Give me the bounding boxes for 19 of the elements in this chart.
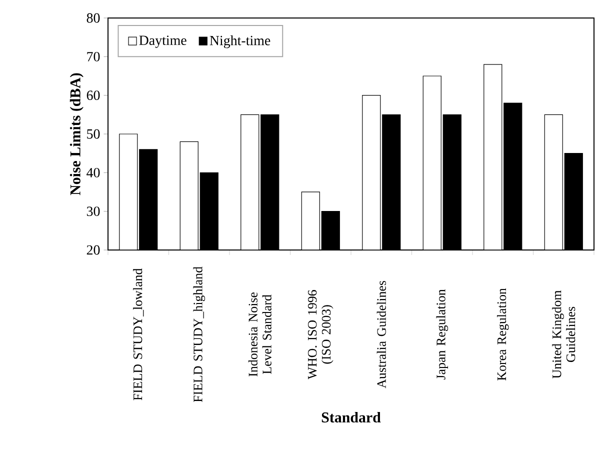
y-tick-label: 30 [86,206,100,216]
x-tick-label: Korea Regulation [496,288,509,380]
y-tick-label: 20 [86,245,100,255]
x-tick-label: FIELD STUDY_lowland [133,268,144,400]
x-tick-label: FIELD STUDY_highland [193,266,206,402]
y-tick-label: 80 [86,13,100,23]
x-tick-label: United Kingdom Guidelines [552,290,576,378]
x-tick-label: Japan Regulation [436,289,448,380]
x-tick-label: WHO. ISO 1996 (ISO 2003) [308,290,334,380]
y-tick-label: 60 [86,90,100,100]
legend-label: Daytime [139,36,186,48]
x-tick-label: Indonesia Noise Level Standard [248,292,272,376]
legend-label: Night-time [210,35,270,48]
x-axis-title: Standard [322,412,381,422]
y-tick-label: 40 [86,168,100,178]
y-tick-label: 70 [87,52,100,62]
y-tick-label: 50 [87,129,100,139]
x-tick-label: Australia Guidelines [376,280,386,388]
y-axis-title: Noise Limits (dBA) [70,73,84,196]
